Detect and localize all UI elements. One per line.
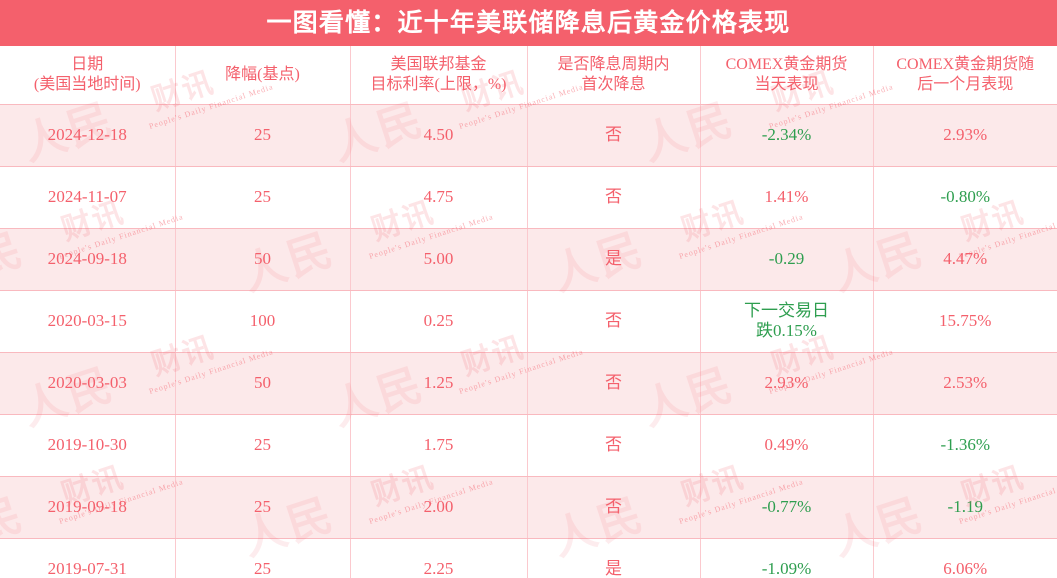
cell-date: 2024-12-18 [0, 104, 176, 167]
fed-rate-cut-gold-table: 日期 (美国当地时间) 降幅(基点) 美国联邦基金 目标利率(上限，%) 是否降息周期内首… [0, 46, 1057, 578]
cell-next-month-performance: 4.47% [873, 228, 1057, 291]
cell-cut-basis-points: 100 [175, 290, 351, 353]
cell-target-rate: 1.25 [350, 352, 528, 415]
cell-first-cut-flag: 否 [527, 104, 701, 167]
table-row: 2024-11-07 25 4.75 否 1.41% -0.80% [0, 166, 1057, 229]
cell-cut-basis-points: 25 [175, 476, 351, 539]
cell-first-cut-flag: 否 [527, 166, 701, 229]
column-header-4: COMEX黄金期货 当天表现 [700, 46, 874, 105]
table-row: 2020-03-15 100 0.25 否下一交易日 跌0.15% 15.75% [0, 290, 1057, 353]
column-header-line2: 后一个月表现 [917, 75, 1014, 93]
column-header-0: 日期 (美国当地时间) [0, 46, 176, 105]
cell-cut-basis-points: 25 [175, 538, 351, 578]
cell-same-day-performance: 下一交易日 跌0.15% [700, 290, 874, 353]
header-row: 日期 (美国当地时间) 降幅(基点) 美国联邦基金 目标利率(上限，%) 是否降息周期内首… [0, 46, 1057, 105]
cell-same-day-performance: 1.41% [700, 166, 874, 229]
cell-next-month-performance: 6.06% [873, 538, 1057, 578]
title-banner: 一图看懂：近十年美联储降息后黄金价格表现 [0, 0, 1057, 46]
cell-target-rate: 4.75 [350, 166, 528, 229]
cell-date: 2020-03-15 [0, 290, 176, 353]
column-header-line1: 日期 [71, 56, 104, 74]
column-header-line2: 当天表现 [754, 75, 819, 93]
cell-same-day-performance: -1.09% [700, 538, 874, 578]
table-row: 2024-12-18 25 4.50 否 -2.34% 2.93% [0, 104, 1057, 167]
cell-next-month-performance: -1.19 [873, 476, 1057, 539]
cell-same-day-performance: 0.49% [700, 414, 874, 477]
cell-date: 2019-10-30 [0, 414, 176, 477]
cell-date: 2024-09-18 [0, 228, 176, 291]
cell-same-day-performance: -0.29 [700, 228, 874, 291]
cell-first-cut-flag: 否 [527, 352, 701, 415]
cell-same-day-performance-line1: 下一交易日 [744, 300, 829, 320]
column-header-3: 是否降息周期内 首次降息 [527, 46, 701, 105]
table-body: 2024-12-18 25 4.50 否 -2.34% 2.93% 2024-11-07 25… [0, 104, 1057, 578]
column-header-line2: 目标利率(上限，%) [370, 75, 507, 93]
cell-same-day-performance: -0.77% [700, 476, 874, 539]
column-header-line1: 美国联邦基金 [390, 56, 487, 74]
cell-cut-basis-points: 25 [175, 104, 351, 167]
table-row: 2019-09-18 25 2.00 否 -0.77% -1.19 [0, 476, 1057, 539]
cell-next-month-performance: -1.36% [873, 414, 1057, 477]
column-header-line2: (美国当地时间) [33, 75, 141, 93]
cell-cut-basis-points: 25 [175, 414, 351, 477]
column-header-line1: COMEX黄金期货 [725, 56, 848, 74]
table-row: 2019-07-31 25 2.25 是 -1.09% 6.06% [0, 538, 1057, 578]
column-header-line1: 降幅(基点) [225, 65, 300, 83]
cell-date: 2019-07-31 [0, 538, 176, 578]
cell-next-month-performance: 15.75% [873, 290, 1057, 353]
cell-first-cut-flag: 是 [527, 228, 701, 291]
cell-first-cut-flag: 否 [527, 290, 701, 353]
cell-target-rate: 2.25 [350, 538, 528, 578]
table-row: 2024-09-18 50 5.00 是 -0.29 4.47% [0, 228, 1057, 291]
cell-target-rate: 5.00 [350, 228, 528, 291]
page-title: 一图看懂：近十年美联储降息后黄金价格表现 [266, 9, 791, 37]
cell-target-rate: 0.25 [350, 290, 528, 353]
cell-target-rate: 1.75 [350, 414, 528, 477]
cell-same-day-performance: -2.34% [700, 104, 874, 167]
cell-cut-basis-points: 50 [175, 352, 351, 415]
column-header-line2: 首次降息 [581, 75, 646, 93]
cell-date: 2020-03-03 [0, 352, 176, 415]
column-header-line1: 是否降息周期内 [557, 56, 670, 74]
cell-same-day-performance: 2.93% [700, 352, 874, 415]
cell-next-month-performance: 2.53% [873, 352, 1057, 415]
cell-same-day-performance-line2: 跌0.15% [756, 321, 817, 340]
cell-cut-basis-points: 50 [175, 228, 351, 291]
cell-cut-basis-points: 25 [175, 166, 351, 229]
cell-next-month-performance: -0.80% [873, 166, 1057, 229]
cell-date: 2024-11-07 [0, 166, 176, 229]
cell-next-month-performance: 2.93% [873, 104, 1057, 167]
table-row: 2020-03-03 50 1.25 否 2.93% 2.53% [0, 352, 1057, 415]
table-header: 日期 (美国当地时间) 降幅(基点) 美国联邦基金 目标利率(上限，%) 是否降息周期内首… [0, 46, 1057, 105]
cell-first-cut-flag: 否 [527, 476, 701, 539]
cell-target-rate: 2.00 [350, 476, 528, 539]
cell-target-rate: 4.50 [350, 104, 528, 167]
table-container: 日期 (美国当地时间) 降幅(基点) 美国联邦基金 目标利率(上限，%) 是否降息周期内首… [0, 46, 1057, 578]
cell-date: 2019-09-18 [0, 476, 176, 539]
column-header-2: 美国联邦基金 目标利率(上限，%) [350, 46, 528, 105]
column-header-5: COMEX黄金期货随 后一个月表现 [873, 46, 1057, 105]
table-row: 2019-10-30 25 1.75 否 0.49% -1.36% [0, 414, 1057, 477]
cell-first-cut-flag: 是 [527, 538, 701, 578]
cell-first-cut-flag: 否 [527, 414, 701, 477]
column-header-line1: COMEX黄金期货随 [896, 56, 1035, 74]
column-header-1: 降幅(基点) [175, 46, 351, 105]
